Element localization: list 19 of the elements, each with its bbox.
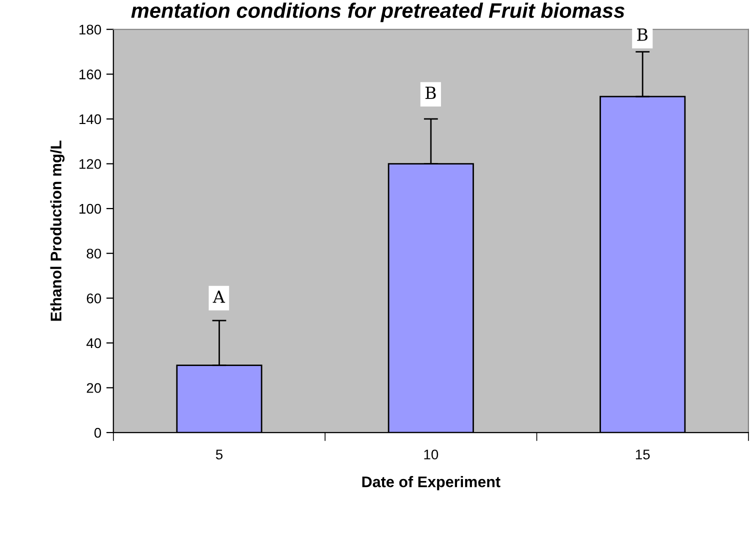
annotation: A [212,290,226,303]
y-tick-label: 20 [86,383,102,393]
y-tick-label: 180 [79,24,102,35]
y-tick-label: 160 [79,70,102,80]
y-tick-label: 140 [79,114,102,124]
annotation: B [425,86,436,99]
y-axis-title: Ethanol Production mg/L [50,140,65,321]
chart-title: mentation conditions for pretreated Fruit biomass [131,2,624,22]
y-tick-label: 0 [94,428,102,438]
y-tick-label: 60 [86,293,102,304]
y-tick-label: 40 [86,338,102,348]
x-tick-label: 5 [216,450,223,460]
x-axis-title: Date of Experiment [362,476,500,490]
y-tick-label: 120 [79,159,102,169]
annotation: B [637,28,648,41]
y-tick-label: 100 [79,204,102,214]
x-tick-label: 15 [636,450,650,460]
y-tick-label: 80 [86,248,102,259]
x-tick-label: 10 [424,450,438,460]
